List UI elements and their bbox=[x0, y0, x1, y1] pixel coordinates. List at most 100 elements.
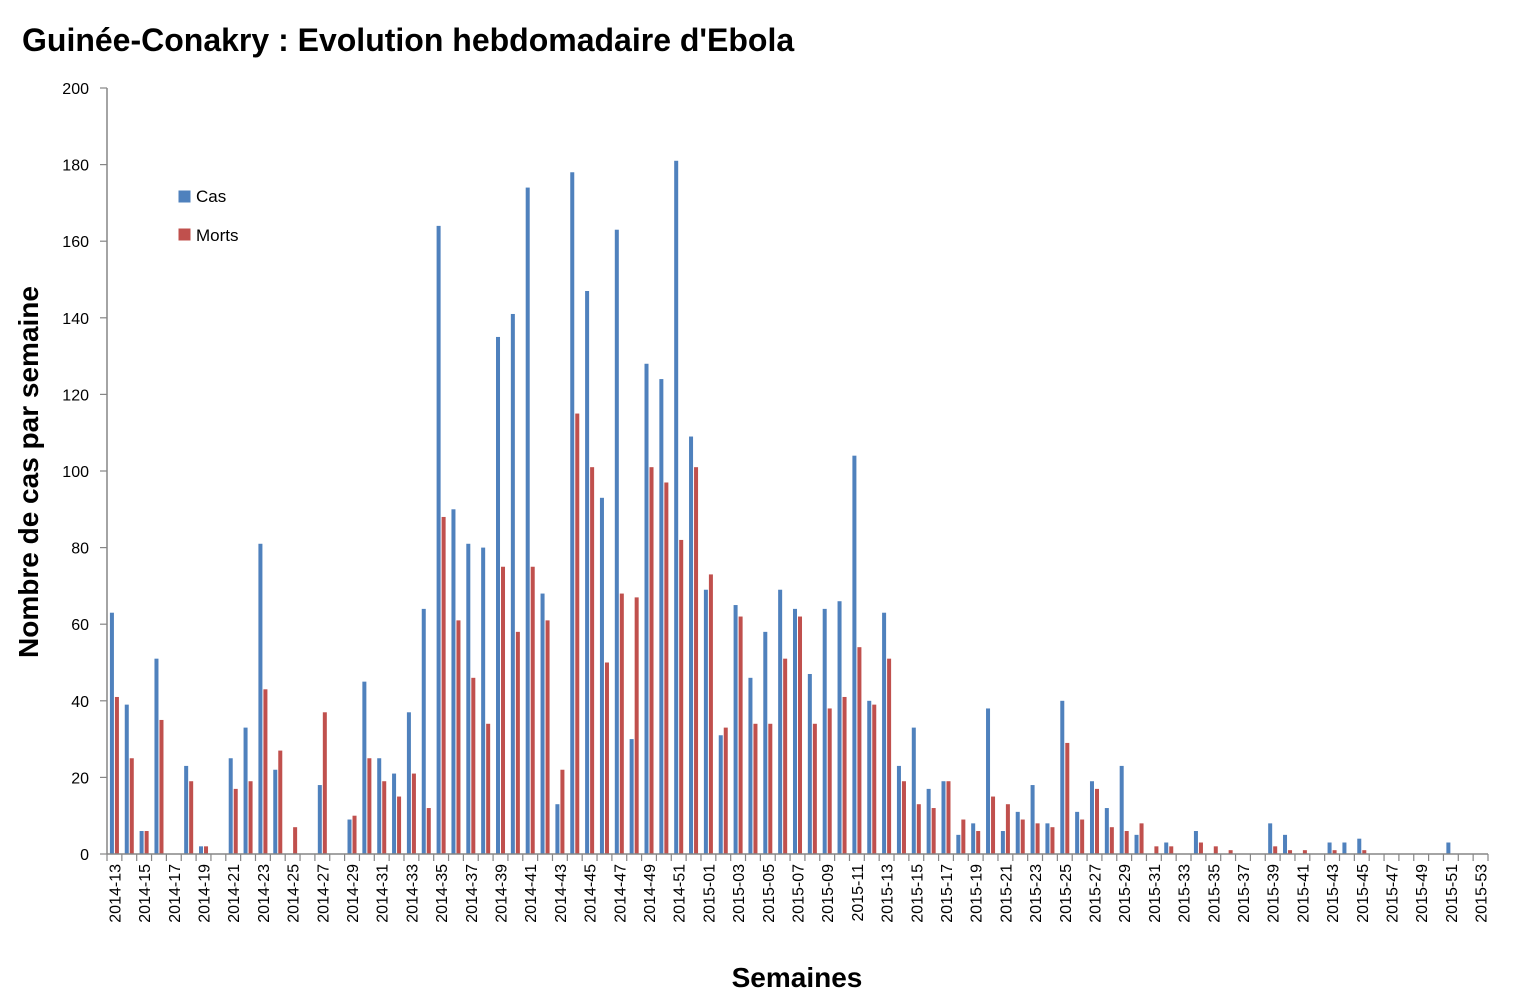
bar-cas-2015-01 bbox=[703, 589, 708, 854]
bar-cas-2015-34 bbox=[1193, 831, 1198, 854]
bar-morts-2015-15 bbox=[916, 804, 921, 854]
bar-morts-2014-13 bbox=[114, 696, 119, 854]
bar-morts-2015-06 bbox=[783, 658, 788, 854]
bar-morts-2015-07 bbox=[798, 616, 803, 854]
axes-layer: 0 20 40 60 80 100 120 140 160 180 200 2014-13 2014-1… bbox=[62, 81, 1490, 923]
bar-cas-2015-26 bbox=[1075, 811, 1080, 854]
bar-morts-2015-23 bbox=[1035, 823, 1040, 854]
bar-cas-2015-27 bbox=[1089, 781, 1094, 854]
bar-cas-2015-16 bbox=[926, 788, 931, 854]
bar-cas-2015-28 bbox=[1104, 808, 1109, 854]
bar-cas-2014-51 bbox=[674, 160, 679, 854]
bar-cas-2014-27 bbox=[317, 785, 322, 854]
x-tick-label: 2015-45 bbox=[1355, 864, 1372, 923]
bar-cas-2014-31 bbox=[377, 758, 382, 854]
bar-cas-2015-15 bbox=[911, 727, 916, 854]
x-tick-label: 2014-45 bbox=[583, 864, 600, 923]
x-tick-label: 2015-53 bbox=[1474, 864, 1491, 923]
y-tick-label: 80 bbox=[71, 541, 89, 558]
x-tick-label: 2015-13 bbox=[880, 864, 897, 923]
bar-morts-2015-40 bbox=[1288, 850, 1293, 854]
bar-morts-2014-29 bbox=[352, 815, 357, 854]
bar-cas-2015-12 bbox=[867, 700, 872, 854]
x-tick-label: 2014-27 bbox=[315, 864, 332, 923]
bar-cas-2015-07 bbox=[792, 608, 797, 854]
bar-cas-2015-13 bbox=[882, 612, 887, 854]
bar-cas-2014-29 bbox=[347, 819, 352, 854]
bar-cas-2015-32 bbox=[1164, 842, 1169, 854]
bar-cas-2015-03 bbox=[733, 605, 738, 854]
bar-cas-2015-44 bbox=[1342, 842, 1347, 854]
bar-cas-2015-11 bbox=[852, 455, 857, 854]
bar-cas-2015-23 bbox=[1030, 785, 1035, 854]
bar-morts-2015-16 bbox=[931, 808, 936, 854]
x-tick-label: 2014-29 bbox=[345, 864, 362, 923]
bar-morts-2014-23 bbox=[263, 689, 268, 854]
bar-cas-2015-22 bbox=[1015, 811, 1020, 854]
bar-cas-2014-13 bbox=[109, 612, 114, 854]
bar-morts-2014-22 bbox=[248, 781, 253, 854]
bar-morts-2015-18 bbox=[961, 819, 966, 854]
x-tick-label: 2015-17 bbox=[939, 864, 956, 923]
legend-label-morts: Morts bbox=[196, 226, 239, 245]
bar-morts-2014-34 bbox=[426, 808, 431, 854]
bar-morts-2014-19 bbox=[204, 846, 209, 854]
bar-cas-2015-30 bbox=[1134, 834, 1139, 854]
bar-morts-2014-24 bbox=[278, 750, 283, 854]
bar-morts-2015-29 bbox=[1124, 831, 1129, 854]
bar-morts-2014-16 bbox=[159, 719, 164, 854]
x-tick-label: 2015-35 bbox=[1206, 864, 1223, 923]
bar-cas-2014-14 bbox=[124, 704, 129, 854]
bar-morts-2015-21 bbox=[1005, 804, 1010, 854]
x-tick-label: 2014-41 bbox=[523, 864, 540, 923]
x-tick-label: 2015-03 bbox=[731, 864, 748, 923]
bar-morts-2014-32 bbox=[397, 796, 402, 854]
bar-cas-2015-14 bbox=[896, 765, 901, 854]
bar-morts-2014-25 bbox=[293, 827, 298, 854]
y-tick-label: 100 bbox=[62, 464, 89, 481]
bar-cas-2015-04 bbox=[748, 677, 753, 854]
bar-cas-2014-37 bbox=[466, 543, 471, 854]
bar-morts-2014-49 bbox=[649, 467, 654, 854]
bar-morts-2015-10 bbox=[842, 696, 847, 854]
bar-morts-2015-41 bbox=[1302, 850, 1307, 854]
y-tick-label: 20 bbox=[71, 770, 89, 787]
x-tick-label: 2014-35 bbox=[434, 864, 451, 923]
chart-title: Guinée-Conakry : Evolution hebdomadaire … bbox=[22, 22, 795, 58]
x-tick-label: 2014-25 bbox=[286, 864, 303, 923]
bar-morts-2014-52 bbox=[694, 467, 699, 854]
bar-morts-2015-14 bbox=[901, 781, 906, 854]
bar-cas-2014-18 bbox=[184, 765, 189, 854]
bar-morts-2015-27 bbox=[1094, 788, 1099, 854]
bar-morts-2014-43 bbox=[560, 769, 565, 854]
x-tick-label: 2014-23 bbox=[256, 864, 273, 923]
bar-morts-2015-03 bbox=[738, 616, 743, 854]
bar-morts-2014-47 bbox=[619, 593, 624, 854]
x-tick-label: 2014-39 bbox=[494, 864, 511, 923]
bar-cas-2014-50 bbox=[659, 379, 664, 854]
x-tick-label: 2014-19 bbox=[197, 864, 214, 923]
bar-morts-2015-25 bbox=[1065, 742, 1070, 854]
x-tick-label: 2015-11 bbox=[850, 864, 867, 922]
x-tick-label: 2015-01 bbox=[701, 864, 718, 923]
bar-morts-2014-45 bbox=[590, 467, 595, 854]
bar-cas-2014-22 bbox=[243, 727, 248, 854]
y-tick-label: 120 bbox=[62, 387, 89, 404]
x-tick-label: 2014-15 bbox=[137, 864, 154, 923]
bar-cas-2014-38 bbox=[481, 547, 486, 854]
bars-layer bbox=[109, 160, 1451, 855]
bar-morts-2015-28 bbox=[1109, 827, 1114, 854]
x-tick-label: 2015-05 bbox=[761, 864, 778, 923]
bar-morts-2015-34 bbox=[1198, 842, 1203, 854]
bar-cas-2015-06 bbox=[778, 589, 783, 854]
x-tick-label: 2015-31 bbox=[1147, 864, 1164, 923]
y-tick-label: 140 bbox=[62, 311, 89, 328]
bar-morts-2015-09 bbox=[827, 708, 832, 854]
bar-cas-2015-20 bbox=[986, 708, 991, 854]
x-tick-label: 2015-15 bbox=[909, 864, 926, 923]
bar-morts-2015-01 bbox=[708, 574, 713, 854]
bar-cas-2014-24 bbox=[273, 769, 278, 854]
bar-cas-2015-40 bbox=[1283, 834, 1288, 854]
bar-cas-2014-21 bbox=[228, 758, 233, 854]
y-tick-label: 60 bbox=[71, 617, 89, 634]
